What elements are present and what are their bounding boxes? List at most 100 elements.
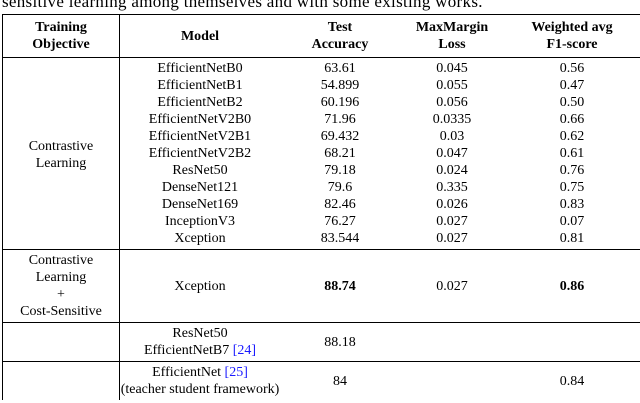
header-cell: Model (119, 14, 280, 58)
f1-cell: 0.50 (504, 94, 640, 111)
model-cell: EfficientNetV2B1 (120, 128, 281, 145)
loss-cell: 0.024 (400, 162, 504, 179)
f1-cell: 0.66 (504, 111, 640, 128)
objective-text: Learning (35, 270, 87, 285)
loss-cell: 0.047 (400, 145, 504, 162)
model-cell: ResNet50 EfficientNetB7 [24] (119, 322, 280, 362)
accuracy-cell: 69.432 (280, 128, 400, 145)
f1-value: 0.62 (559, 129, 585, 144)
accuracy-value: 54.899 (320, 78, 360, 93)
model-text: (teacher student framework) (120, 382, 280, 397)
header-text: Accuracy (311, 37, 369, 52)
citation: [24] (232, 343, 257, 358)
header-text: F1-score (546, 37, 598, 52)
table-row: Contrastive Learning EfficientNetB0 63.61 0.… (2, 57, 640, 250)
loss-value: 0.026 (436, 197, 468, 212)
loss-value: 0.335 (436, 180, 468, 195)
model-text: EfficientNetV2B1 (148, 129, 252, 144)
header-text: Loss (438, 37, 466, 52)
f1-value: 0.47 (559, 78, 585, 93)
model-cell: InceptionV3 (120, 213, 281, 230)
model-cell: DenseNet121 (120, 179, 281, 196)
loss-value: 0.055 (436, 78, 468, 93)
table-row: EfficientNetV2B2 68.21 0.047 0.61 (3, 145, 640, 162)
accuracy-cell: 63.61 (280, 57, 400, 77)
f1-cell: 0.86 (504, 249, 640, 323)
header-text: Objective (32, 37, 90, 52)
table-row: EfficientNetV2B1 69.432 0.03 0.62 (3, 128, 640, 145)
accuracy-cell: 84 (280, 361, 400, 400)
f1-value: 0.61 (559, 146, 585, 161)
f1-value: 0.81 (559, 231, 585, 246)
f1-cell: 0.47 (504, 77, 640, 94)
table-row: ResNet50 79.18 0.024 0.76 (3, 162, 640, 179)
loss-cell: 0.056 (400, 94, 504, 111)
objective-text: + (57, 287, 65, 302)
loss-value: 0.024 (436, 163, 468, 178)
f1-cell: 0.76 (504, 162, 640, 179)
model-cell: EfficientNetB0 (119, 57, 280, 77)
f1-value: 0.56 (559, 61, 585, 76)
model-text: EfficientNetB7 (143, 343, 230, 358)
model-text: InceptionV3 (165, 214, 235, 229)
f1-value: 0.83 (559, 197, 585, 212)
model-cell: DenseNet169 (120, 196, 281, 213)
table-row: Xception 83.544 0.027 0.81 (3, 230, 640, 250)
model-cell: Xception (119, 249, 280, 323)
model-cell: EfficientNetB2 (120, 94, 281, 111)
objective-cell (2, 322, 120, 362)
model-text: EfficientNetB2 (157, 95, 243, 110)
model-line: EfficientNetB7 [24] (120, 342, 280, 359)
loss-cell: 0.045 (400, 57, 504, 77)
header-cell: Training Objective (2, 14, 120, 58)
header-text: Model (180, 28, 220, 44)
model-text: DenseNet121 (161, 180, 239, 195)
model-cell: EfficientNetV2B2 (120, 145, 281, 162)
header-text: Training (35, 20, 87, 35)
model-text: ResNet50 (172, 163, 228, 178)
model-text: Xception (174, 278, 226, 294)
f1-cell: 0.07 (504, 213, 640, 230)
model-text: EfficientNetV2B2 (148, 146, 252, 161)
results-table: Training Objective Model Test Accuracy MaxMar… (2, 14, 640, 400)
model-text: EfficientNetB0 (157, 61, 243, 76)
objective-cell: Contrastive Learning + Cost-Sensitive (2, 249, 120, 323)
model-text: EfficientNetB1 (157, 78, 243, 93)
accuracy-cell: 71.96 (280, 111, 400, 128)
loss-cell: 0.027 (400, 213, 504, 230)
table-row: EfficientNetV2B0 71.96 0.0335 0.66 (3, 111, 640, 128)
accuracy-value: 83.544 (320, 231, 360, 246)
f1-value: 0.75 (559, 180, 585, 195)
header-cell: MaxMargin Loss (400, 14, 504, 58)
model-cell: EfficientNetV2B0 (120, 111, 281, 128)
f1-cell (504, 322, 640, 362)
loss-cell: 0.0335 (400, 111, 504, 128)
model-cell: EfficientNet [25] (teacher student framew… (119, 361, 280, 400)
accuracy-value: 63.61 (324, 61, 356, 76)
table-row: DenseNet169 82.46 0.026 0.83 (3, 196, 640, 213)
objective-cell (2, 361, 120, 400)
loss-value: 0.047 (436, 146, 468, 161)
loss-cell: 0.027 (400, 249, 504, 323)
loss-value: 0.03 (439, 129, 465, 144)
accuracy-cell: 83.544 (280, 230, 400, 250)
loss-value: 0.027 (436, 214, 468, 229)
table-row: ResNet50 EfficientNetB7 [24] 88.18 (2, 322, 640, 362)
f1-cell: 0.84 (504, 361, 640, 400)
accuracy-value: 69.432 (320, 129, 360, 144)
f1-cell: 0.75 (504, 179, 640, 196)
model-text: Xception (174, 231, 226, 246)
header-row: Training Objective Model Test Accuracy MaxMar… (2, 14, 640, 58)
accuracy-value: 79.6 (327, 180, 353, 195)
objective-text: Contrastive (28, 138, 94, 154)
accuracy-value: 88.74 (324, 278, 356, 294)
accuracy-cell: 79.6 (280, 179, 400, 196)
loss-value: 0.056 (436, 95, 468, 110)
accuracy-value: 68.21 (324, 146, 356, 161)
f1-cell: 0.62 (504, 128, 640, 145)
accuracy-value: 60.196 (320, 95, 360, 110)
loss-value: 0.0335 (432, 112, 472, 127)
model-text: EfficientNetV2B0 (148, 112, 252, 127)
header-text: Weighted avg (531, 20, 613, 35)
